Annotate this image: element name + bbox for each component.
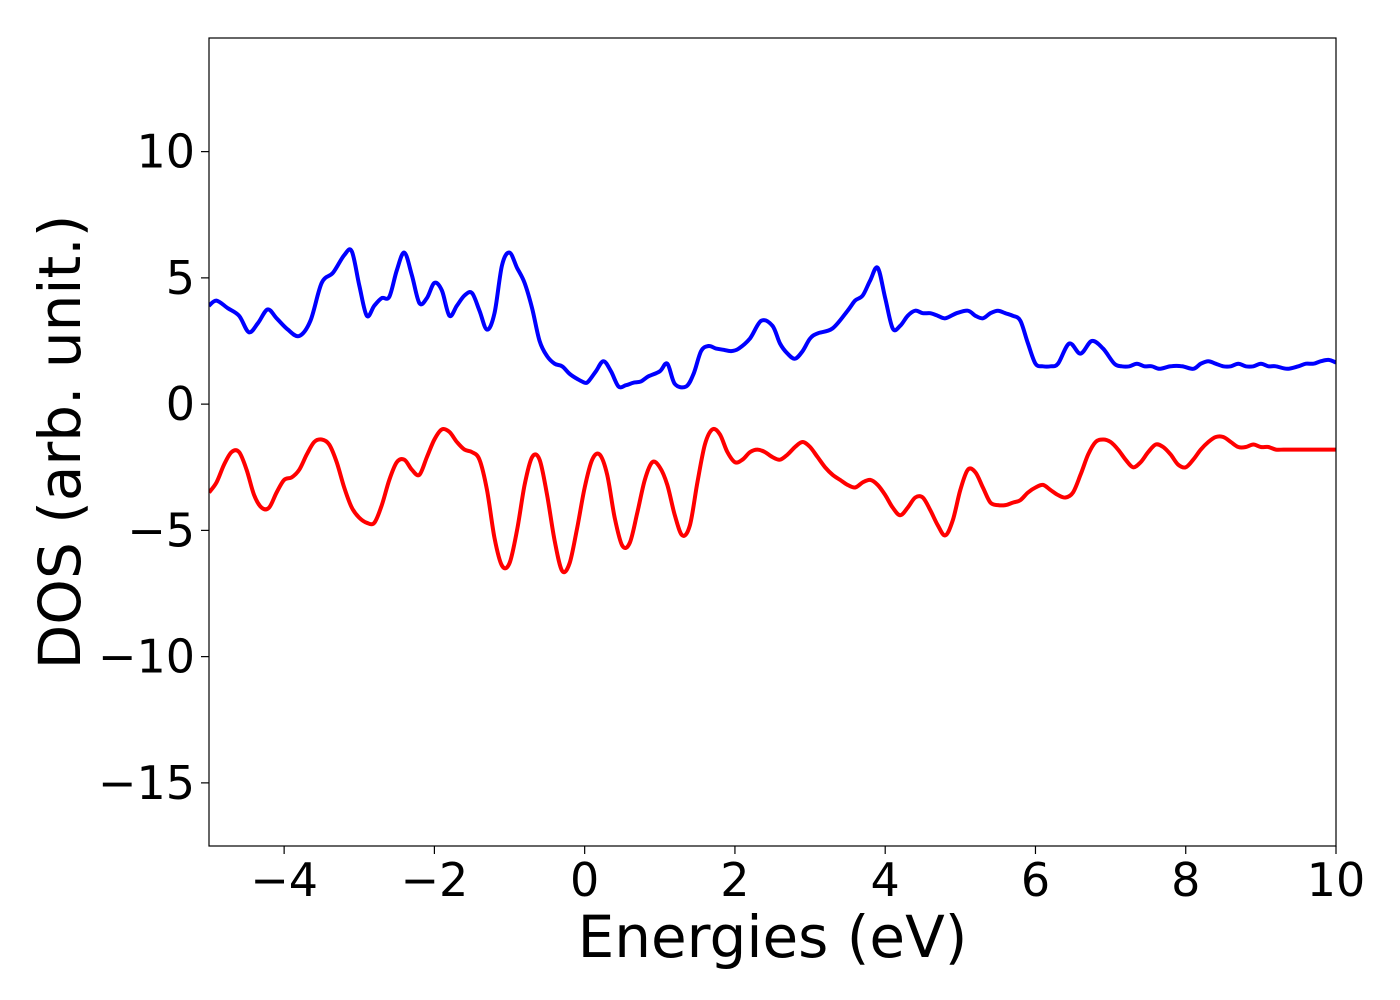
x-tick-label: 10 <box>1307 853 1366 907</box>
x-tick-label: 2 <box>720 853 749 907</box>
y-axis-ticks: −15 −10 −5 0 5 10 <box>98 125 209 810</box>
y-axis-label: DOS (arb. unit.) <box>26 215 94 670</box>
plot-area <box>209 247 1336 575</box>
y-tick-label: −15 <box>98 756 195 810</box>
x-tick-label: −4 <box>250 853 318 907</box>
y-tick-label: −10 <box>98 630 195 684</box>
x-tick-label: 4 <box>871 853 900 907</box>
x-tick-label: 8 <box>1171 853 1200 907</box>
series-line-red <box>209 426 1336 575</box>
x-tick-label: 0 <box>570 853 599 907</box>
y-tick-label: 0 <box>166 377 195 431</box>
y-tick-label: 10 <box>136 125 195 179</box>
y-tick-label: 5 <box>166 251 195 305</box>
x-tick-label: 6 <box>1021 853 1050 907</box>
series-line-blue <box>209 247 1336 390</box>
x-axis-ticks: −4 −2 0 2 4 6 8 10 <box>250 846 1365 907</box>
plot-frame <box>208 37 1337 847</box>
x-tick-label: −2 <box>400 853 468 907</box>
y-tick-label: −5 <box>127 503 195 557</box>
x-axis-label: Energies (eV) <box>578 903 968 971</box>
